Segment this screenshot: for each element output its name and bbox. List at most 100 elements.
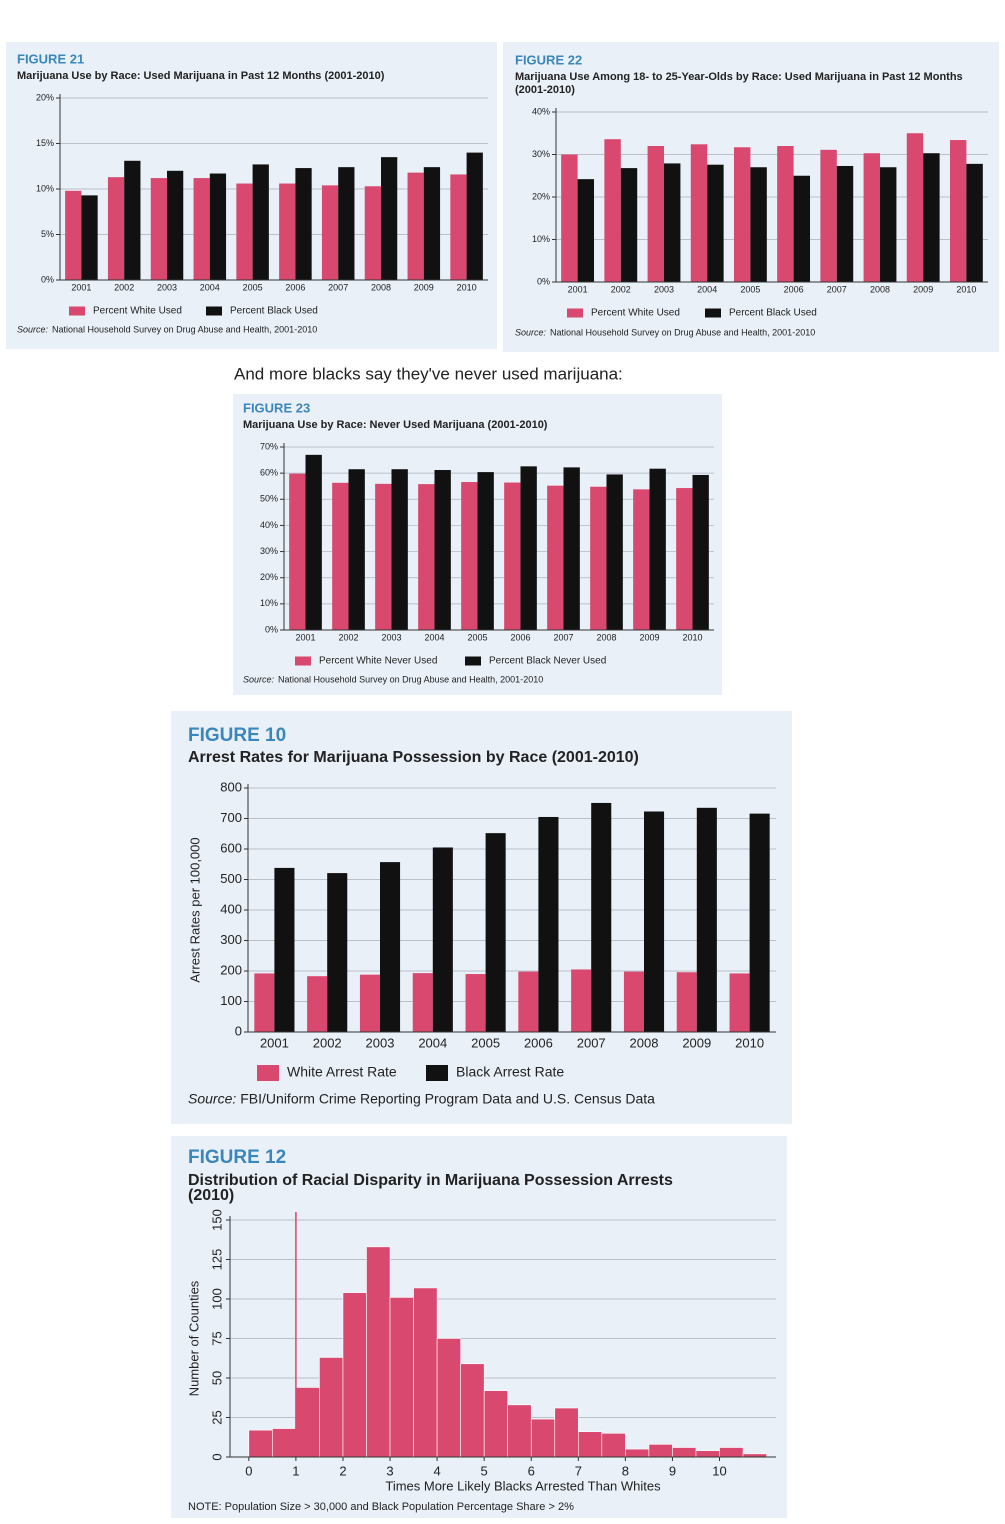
- y-tick-label: 200: [220, 962, 242, 977]
- x-tick-label: 2010: [956, 284, 976, 294]
- bar: [295, 1387, 320, 1458]
- bar: [696, 807, 717, 1032]
- x-tick-label: 2001: [260, 1035, 289, 1050]
- x-tick-label: 2005: [243, 282, 263, 292]
- bar: [692, 474, 709, 630]
- y-tick-label: 50%: [260, 494, 278, 504]
- bar: [733, 147, 751, 282]
- x-tick-label: 2003: [157, 282, 177, 292]
- title-box: Arrest Rates for Marijuana Possession by…: [188, 749, 639, 766]
- bar: [644, 811, 665, 1032]
- bar: [460, 1363, 485, 1458]
- legend-label: Percent White Used: [591, 308, 680, 319]
- bar: [279, 183, 296, 280]
- bar: [571, 969, 592, 1032]
- bar: [274, 867, 295, 1032]
- title-box: Distribution of Racial Disparity in Mari…: [188, 1173, 673, 1204]
- bar: [254, 973, 275, 1032]
- figure-label: FIGURE 21: [17, 51, 84, 66]
- y-tick-label: 300: [220, 932, 242, 947]
- source-label: Source:: [515, 327, 547, 337]
- y-tick-label: 75: [209, 1331, 224, 1345]
- x-tick-label: 2009: [682, 1035, 711, 1050]
- bar: [518, 971, 539, 1032]
- bar: [649, 468, 666, 630]
- chart-title: Distribution of Racial Disparity in Mari…: [188, 1173, 673, 1204]
- bar: [625, 1448, 650, 1458]
- bar: [418, 484, 435, 630]
- bar: [620, 168, 638, 282]
- bar: [863, 153, 880, 282]
- y-tick-label: 600: [220, 840, 242, 855]
- bar: [633, 489, 650, 630]
- y-tick-label: 800: [220, 779, 242, 794]
- x-tick-label: 2003: [366, 1035, 395, 1050]
- x-tick-label: 2006: [524, 1035, 553, 1050]
- x-axis-label: Times More Likely Blacks Arrested Than W…: [385, 1478, 661, 1493]
- bar: [719, 1447, 744, 1458]
- legend-swatch: [206, 306, 222, 316]
- bar: [604, 139, 621, 282]
- y-tick-label: 700: [220, 810, 242, 825]
- x-tick-label: 2005: [471, 1035, 500, 1050]
- x-tick-label: 2003: [381, 632, 401, 642]
- legend-label: Percent Black Used: [230, 306, 318, 317]
- bar: [836, 165, 854, 282]
- x-tick-label: 2010: [735, 1035, 764, 1050]
- chart-title: Marijuana Use by Race: Used Marijuana in…: [17, 70, 385, 82]
- x-tick-label: 2007: [577, 1035, 606, 1050]
- x-tick-label: 2005: [467, 632, 487, 642]
- bar: [465, 974, 486, 1032]
- bar: [338, 167, 355, 280]
- y-tick-label: 40%: [532, 106, 550, 116]
- legend-swatch: [705, 308, 721, 318]
- bar: [289, 473, 306, 630]
- bar: [319, 1357, 344, 1458]
- x-tick-label: 2009: [913, 284, 933, 294]
- x-tick-label: 7: [575, 1463, 582, 1478]
- bar: [729, 973, 750, 1032]
- x-tick-label: 2007: [328, 282, 348, 292]
- bar: [432, 847, 453, 1032]
- x-tick-label: 2010: [457, 282, 477, 292]
- y-tick-label: 20%: [36, 92, 54, 102]
- source: National Household Survey on Drug Abuse …: [278, 674, 543, 684]
- bar: [321, 185, 339, 280]
- bar: [547, 485, 564, 630]
- y-tick-label: 30%: [532, 149, 550, 159]
- source-label: Source:: [17, 324, 49, 334]
- bar: [413, 1287, 438, 1458]
- bar: [364, 186, 381, 280]
- y-tick-label: 100: [220, 993, 242, 1008]
- bar: [577, 179, 595, 282]
- bar: [483, 1390, 509, 1458]
- x-tick-label: 2009: [414, 282, 434, 292]
- bar: [236, 183, 253, 280]
- bar: [648, 1444, 673, 1458]
- y-tick-label: 400: [220, 901, 242, 916]
- y-tick-label: 500: [220, 871, 242, 886]
- y-tick-label: 0%: [265, 624, 278, 634]
- bar: [391, 469, 408, 630]
- bar: [434, 470, 451, 630]
- x-tick-label: 2003: [654, 284, 674, 294]
- bar: [305, 454, 322, 630]
- x-tick-label: 2002: [313, 1035, 342, 1050]
- x-tick-label: 2007: [553, 632, 573, 642]
- x-tick-label: 1: [292, 1463, 299, 1478]
- bar: [672, 1447, 697, 1458]
- bar: [777, 146, 794, 282]
- bar: [561, 154, 578, 282]
- bar: [880, 167, 897, 282]
- bar: [307, 976, 328, 1032]
- y-tick-label: 25: [209, 1410, 224, 1424]
- x-tick-label: 2001: [568, 284, 588, 294]
- x-tick-label: 10: [712, 1463, 726, 1478]
- legend-label: Percent White Used: [93, 306, 182, 317]
- chart-title: Arrest Rates for Marijuana Possession by…: [188, 749, 639, 766]
- legend-label: Percent Black Never Used: [489, 656, 606, 667]
- bar: [248, 1429, 273, 1458]
- bar: [359, 974, 380, 1032]
- bar: [485, 833, 506, 1032]
